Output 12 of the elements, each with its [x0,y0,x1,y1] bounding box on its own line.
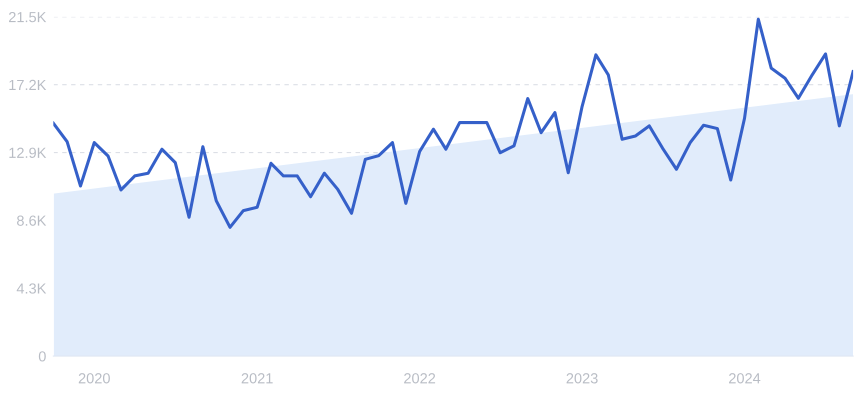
line-series [53,18,854,229]
x-tick-label: 2024 [729,373,760,384]
x-tick-label: 2020 [78,373,110,384]
x-tick-label: 2022 [404,373,436,384]
y-tick-label: 17.2K [9,80,46,90]
x-tick-label: 2021 [242,373,273,384]
y-tick-label: 4.3K [16,283,46,294]
y-tick-label: 8.6K [17,215,46,226]
y-tick-label: 0 [38,351,46,362]
y-tick-label: 12.9K [9,148,46,158]
y-tick-label: 21.5K [9,12,46,22]
x-tick-label: 2023 [566,373,598,384]
